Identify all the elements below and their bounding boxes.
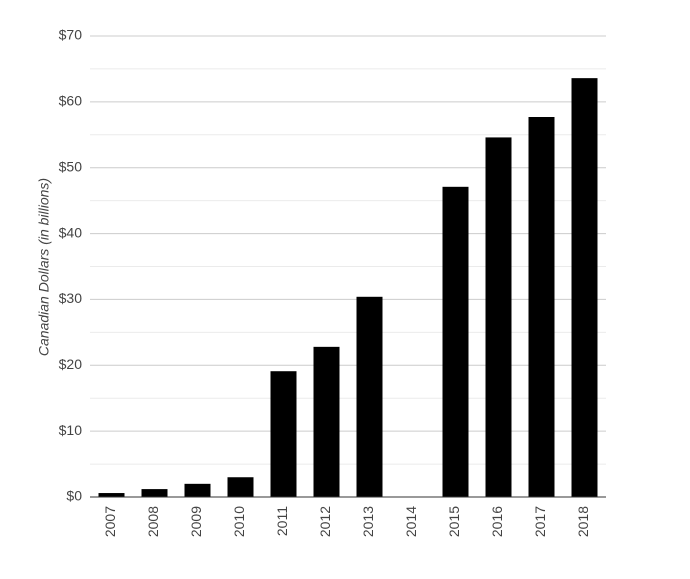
y-axis-title: Canadian Dollars (in billions) <box>36 178 52 356</box>
y-tick-label: $40 <box>59 224 83 240</box>
x-tick-label: 2007 <box>102 506 118 537</box>
y-tick-label: $20 <box>59 356 83 372</box>
x-tick-label: 2011 <box>274 506 290 536</box>
bar <box>227 477 254 497</box>
x-tick-label: 2015 <box>446 506 462 537</box>
y-tick-label: $70 <box>59 27 83 43</box>
bar <box>356 296 383 497</box>
x-tick-label: 2017 <box>532 506 548 537</box>
bar <box>98 493 125 497</box>
x-tick-label: 2009 <box>188 506 204 537</box>
bar <box>270 371 297 497</box>
x-tick-label: 2018 <box>575 506 591 537</box>
y-tick-label: $30 <box>59 290 83 306</box>
bar <box>485 137 512 498</box>
x-tick-label: 2014 <box>403 506 419 537</box>
x-tick-label: 2010 <box>231 506 247 537</box>
y-tick-label: $10 <box>59 422 83 438</box>
bar <box>141 489 168 497</box>
x-tick-label: 2012 <box>317 506 333 537</box>
x-tick-label: 2013 <box>360 506 376 537</box>
bar <box>184 483 211 497</box>
x-tick-label: 2008 <box>145 506 161 537</box>
y-tick-label: $60 <box>59 93 83 109</box>
y-tick-label: $0 <box>66 488 82 504</box>
bar <box>442 186 469 497</box>
bar <box>571 78 598 498</box>
y-tick-label: $50 <box>59 158 83 174</box>
bar <box>313 346 340 497</box>
bar <box>528 117 555 498</box>
x-tick-label: 2016 <box>489 506 505 537</box>
